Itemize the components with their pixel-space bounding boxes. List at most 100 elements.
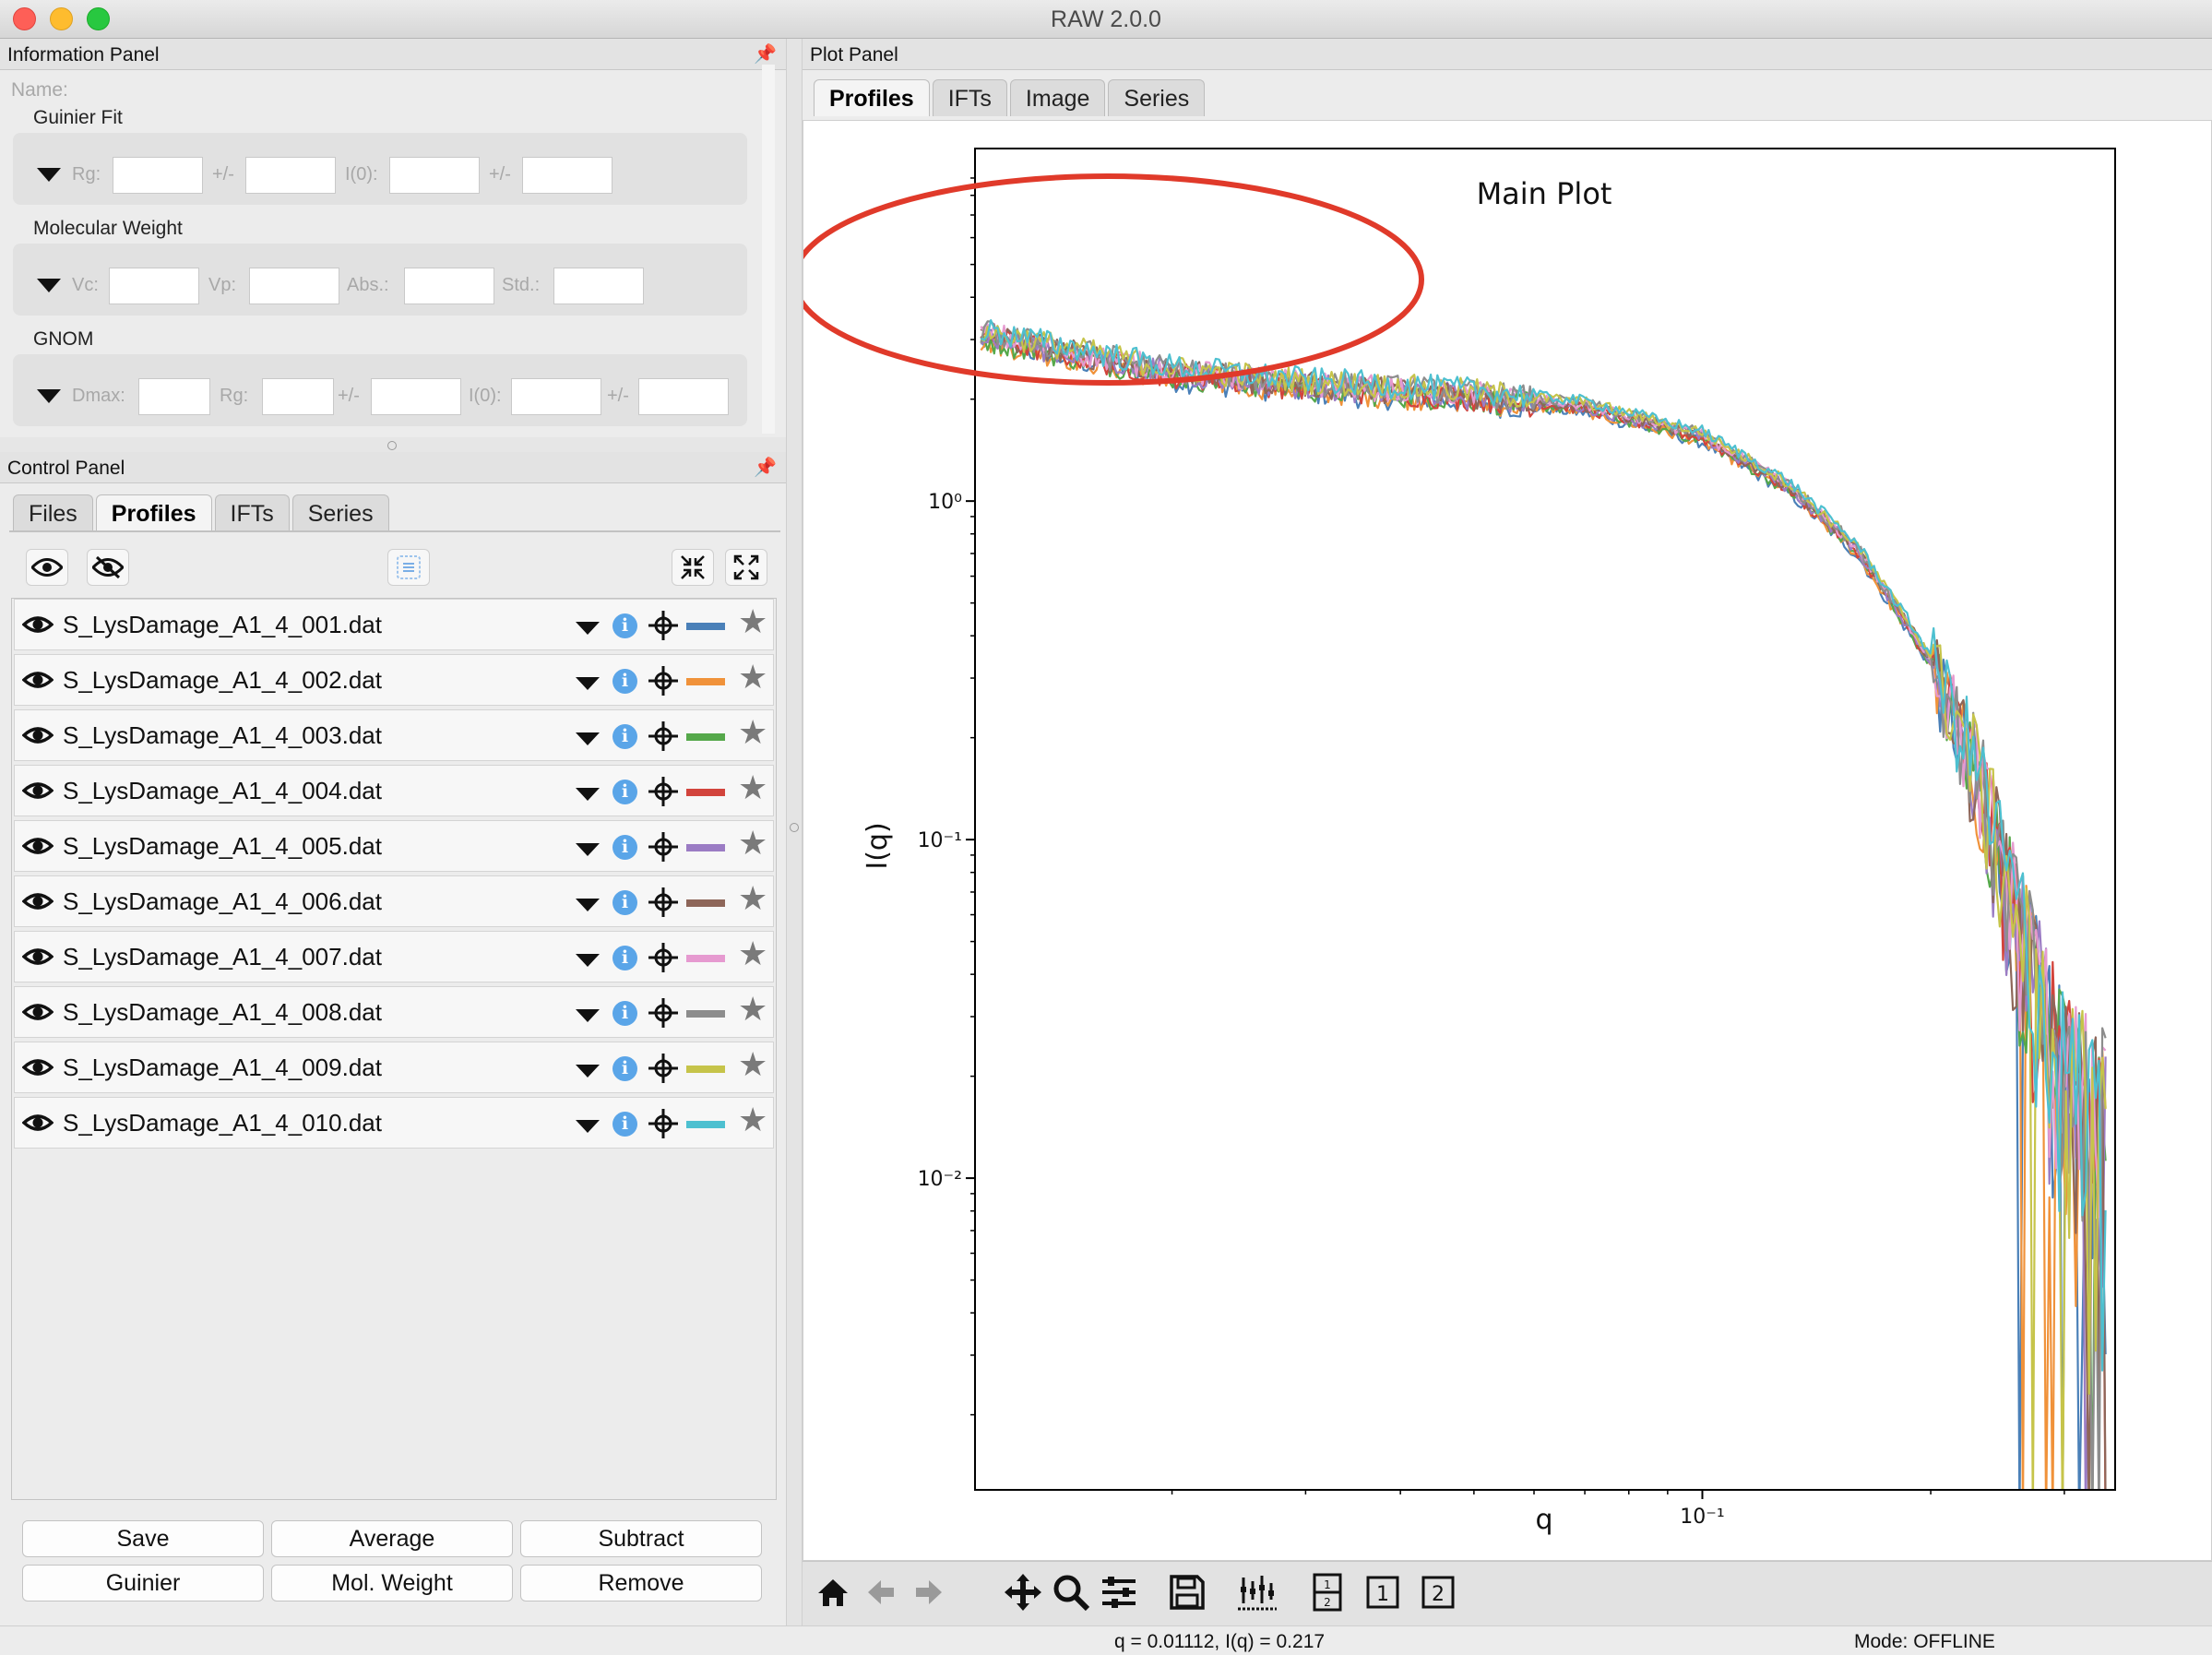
- star-icon[interactable]: ★: [738, 1045, 768, 1083]
- eye-icon[interactable]: [21, 998, 54, 1030]
- profile-row[interactable]: S_LysDamage_A1_4_002.dat i ★: [14, 654, 774, 706]
- guinier-rg-error-field[interactable]: [245, 157, 336, 194]
- star-icon[interactable]: ★: [738, 1101, 768, 1138]
- tab-plot-series[interactable]: Series: [1108, 79, 1206, 116]
- eye-icon[interactable]: [21, 832, 54, 864]
- show-plot-2-button[interactable]: 2: [1415, 1569, 1461, 1615]
- star-icon[interactable]: ★: [738, 658, 768, 696]
- star-icon[interactable]: ★: [738, 935, 768, 972]
- dropdown-triangle-icon[interactable]: [576, 843, 600, 856]
- gnom-dmax-field[interactable]: [138, 378, 210, 415]
- line-color-swatch[interactable]: [686, 1066, 725, 1073]
- mw-vc-field[interactable]: [109, 268, 199, 304]
- profile-row[interactable]: S_LysDamage_A1_4_009.dat i ★: [14, 1042, 774, 1093]
- dropdown-triangle-icon[interactable]: [576, 1120, 600, 1133]
- info-icon[interactable]: i: [612, 724, 637, 749]
- plot-canvas[interactable]: Main Plot I(q) q 10⁰ 10⁻¹ 10⁻² 10⁻¹: [791, 120, 2212, 1561]
- mw-abs-field[interactable]: [404, 268, 494, 304]
- profile-row[interactable]: S_LysDamage_A1_4_005.dat i ★: [14, 820, 774, 872]
- info-panel-scrollbar[interactable]: [762, 65, 775, 434]
- info-icon[interactable]: i: [612, 1112, 637, 1137]
- profile-row[interactable]: S_LysDamage_A1_4_006.dat i ★: [14, 875, 774, 927]
- eye-icon[interactable]: [21, 943, 54, 975]
- eye-icon[interactable]: [21, 1109, 54, 1141]
- line-color-swatch[interactable]: [686, 844, 725, 851]
- mw-vp-field[interactable]: [249, 268, 339, 304]
- save-figure-button[interactable]: [1164, 1569, 1210, 1615]
- dropdown-triangle-icon[interactable]: [576, 788, 600, 801]
- guinier-rg-field[interactable]: [113, 157, 203, 194]
- profile-row[interactable]: S_LysDamage_A1_4_003.dat i ★: [14, 709, 774, 761]
- crosshair-icon[interactable]: [648, 720, 679, 756]
- line-color-swatch[interactable]: [686, 678, 725, 685]
- eye-icon[interactable]: [21, 887, 54, 920]
- info-icon[interactable]: i: [612, 890, 637, 915]
- crosshair-icon[interactable]: [648, 610, 679, 646]
- vertical-splitter[interactable]: [786, 39, 803, 1625]
- info-icon[interactable]: i: [612, 780, 637, 804]
- info-icon[interactable]: i: [612, 835, 637, 860]
- info-icon[interactable]: i: [612, 613, 637, 638]
- tab-plot-profiles[interactable]: Profiles: [814, 79, 930, 116]
- collapse-triangle-icon[interactable]: [37, 279, 61, 292]
- collapse-triangle-icon[interactable]: [37, 389, 61, 403]
- plot-options-button[interactable]: [1234, 1569, 1280, 1615]
- line-color-swatch[interactable]: [686, 1121, 725, 1128]
- profile-row[interactable]: S_LysDamage_A1_4_004.dat i ★: [14, 765, 774, 816]
- eye-icon[interactable]: [21, 777, 54, 809]
- tab-plot-ifts[interactable]: IFTs: [932, 79, 1007, 116]
- hide-all-button[interactable]: [87, 549, 129, 586]
- info-icon[interactable]: i: [612, 1001, 637, 1026]
- dropdown-triangle-icon[interactable]: [576, 1009, 600, 1022]
- dropdown-triangle-icon[interactable]: [576, 954, 600, 967]
- collapse-triangle-icon[interactable]: [37, 168, 61, 182]
- collapse-all-button[interactable]: [672, 549, 714, 586]
- guinier-i0-field[interactable]: [389, 157, 480, 194]
- star-icon[interactable]: ★: [738, 713, 768, 751]
- mol-weight-button[interactable]: Mol. Weight: [271, 1565, 513, 1601]
- crosshair-icon[interactable]: [648, 665, 679, 701]
- crosshair-icon[interactable]: [648, 942, 679, 978]
- tab-series[interactable]: Series: [291, 494, 389, 531]
- line-color-swatch[interactable]: [686, 789, 725, 796]
- info-icon[interactable]: i: [612, 669, 637, 694]
- crosshair-icon[interactable]: [648, 887, 679, 923]
- back-button[interactable]: [858, 1569, 904, 1615]
- remove-button[interactable]: Remove: [520, 1565, 762, 1601]
- guinier-i0-error-field[interactable]: [522, 157, 612, 194]
- info-icon[interactable]: i: [612, 1056, 637, 1081]
- eye-icon[interactable]: [21, 611, 54, 643]
- dropdown-triangle-icon[interactable]: [576, 1065, 600, 1078]
- eye-icon[interactable]: [21, 1054, 54, 1086]
- profile-row[interactable]: S_LysDamage_A1_4_001.dat i ★: [14, 599, 774, 650]
- crosshair-icon[interactable]: [648, 1108, 679, 1144]
- info-icon[interactable]: i: [612, 946, 637, 970]
- panel-splitter[interactable]: [0, 437, 786, 452]
- line-color-swatch[interactable]: [686, 733, 725, 741]
- star-icon[interactable]: ★: [738, 768, 768, 806]
- tab-files[interactable]: Files: [13, 494, 93, 531]
- expand-all-button[interactable]: [725, 549, 767, 586]
- dropdown-triangle-icon[interactable]: [576, 677, 600, 690]
- eye-icon[interactable]: [21, 666, 54, 698]
- dropdown-triangle-icon[interactable]: [576, 622, 600, 635]
- zoom-button[interactable]: [1048, 1569, 1094, 1615]
- profile-row[interactable]: S_LysDamage_A1_4_007.dat i ★: [14, 931, 774, 982]
- dropdown-triangle-icon[interactable]: [576, 899, 600, 911]
- line-color-swatch[interactable]: [686, 1010, 725, 1018]
- mw-std-field[interactable]: [553, 268, 644, 304]
- line-color-swatch[interactable]: [686, 955, 725, 962]
- star-icon[interactable]: ★: [738, 824, 768, 862]
- star-icon[interactable]: ★: [738, 879, 768, 917]
- save-button[interactable]: Save: [22, 1520, 264, 1557]
- show-plot-1-button[interactable]: 1: [1360, 1569, 1406, 1615]
- tab-profiles[interactable]: Profiles: [95, 494, 212, 531]
- minimize-window-button[interactable]: [50, 7, 73, 30]
- show-all-button[interactable]: [26, 549, 68, 586]
- subtract-button[interactable]: Subtract: [520, 1520, 762, 1557]
- gnom-rg-field[interactable]: [262, 378, 334, 415]
- line-color-swatch[interactable]: [686, 899, 725, 907]
- forward-button[interactable]: [906, 1569, 952, 1615]
- pin-icon[interactable]: 📌: [754, 44, 777, 65]
